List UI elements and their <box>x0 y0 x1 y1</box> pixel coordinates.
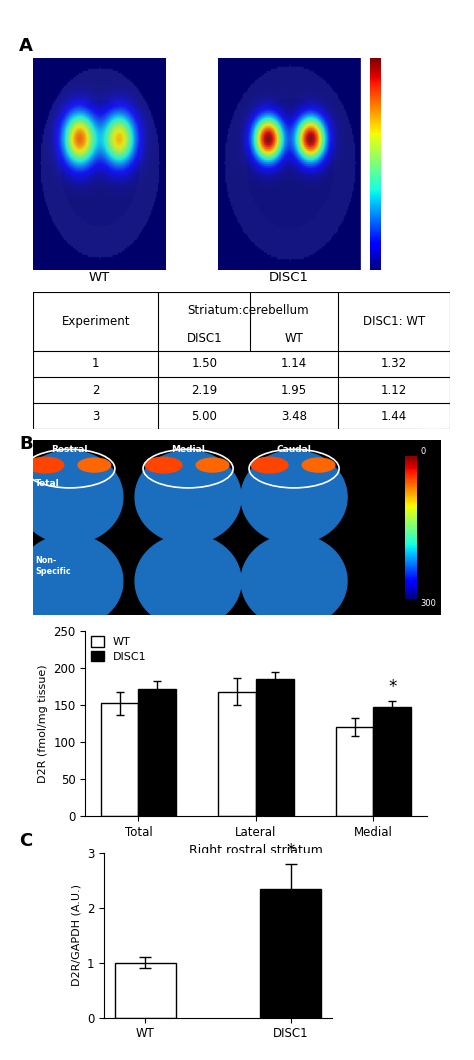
Circle shape <box>78 458 110 472</box>
Text: Medial: Medial <box>171 445 205 454</box>
Text: C: C <box>19 832 32 850</box>
Text: 1.95: 1.95 <box>281 384 307 396</box>
Text: 0: 0 <box>421 447 426 456</box>
Circle shape <box>251 457 288 473</box>
Text: 2: 2 <box>92 384 100 396</box>
Text: 1.14: 1.14 <box>281 357 307 370</box>
Text: 300: 300 <box>421 599 437 607</box>
Polygon shape <box>17 450 123 544</box>
Text: *: * <box>388 678 396 696</box>
Text: fmol/mg
tissue: fmol/mg tissue <box>421 414 453 435</box>
Bar <box>374 707 411 816</box>
Text: DISC1: WT: DISC1: WT <box>363 315 425 328</box>
Text: Striatum:cerebellum: Striatum:cerebellum <box>187 303 309 317</box>
Text: 3: 3 <box>92 410 100 423</box>
Text: Experiment: Experiment <box>62 315 130 328</box>
Text: Caudal: Caudal <box>277 445 311 454</box>
Bar <box>219 691 256 816</box>
Bar <box>101 704 138 816</box>
Text: 1.32: 1.32 <box>381 357 407 370</box>
Circle shape <box>145 457 182 473</box>
Legend: WT, DISC1: WT, DISC1 <box>91 636 147 661</box>
Text: *: * <box>287 842 295 860</box>
Bar <box>256 678 293 816</box>
Text: 2.19: 2.19 <box>191 384 217 396</box>
Text: 1.12: 1.12 <box>381 384 407 396</box>
Text: Total: Total <box>35 479 60 488</box>
Bar <box>260 889 321 1018</box>
Y-axis label: D2R (fmol/mg tissue): D2R (fmol/mg tissue) <box>38 665 48 782</box>
Polygon shape <box>135 534 241 628</box>
Text: 1.50: 1.50 <box>191 357 217 370</box>
Text: WT: WT <box>284 332 303 344</box>
Polygon shape <box>241 450 347 544</box>
Text: Non-
Specific: Non- Specific <box>35 555 71 576</box>
Bar <box>336 727 374 816</box>
Bar <box>115 962 176 1018</box>
Circle shape <box>196 458 229 472</box>
Text: 5.00: 5.00 <box>191 410 217 423</box>
Text: 1.44: 1.44 <box>381 410 407 423</box>
Polygon shape <box>241 534 347 628</box>
Text: 1: 1 <box>92 357 100 370</box>
Text: Rostral: Rostral <box>52 445 88 454</box>
Text: A: A <box>19 37 33 55</box>
Text: DISC1: DISC1 <box>269 271 309 284</box>
Text: DISC1: DISC1 <box>186 332 222 344</box>
Polygon shape <box>135 450 241 544</box>
Polygon shape <box>17 534 123 628</box>
Bar <box>138 689 176 816</box>
Y-axis label: D2R/GAPDH (A.U.): D2R/GAPDH (A.U.) <box>72 884 82 987</box>
Text: B: B <box>19 435 33 453</box>
Circle shape <box>302 458 335 472</box>
X-axis label: Right rostral striatum: Right rostral striatum <box>189 845 323 858</box>
Text: 3.48: 3.48 <box>281 410 307 423</box>
Text: WT: WT <box>89 271 110 284</box>
Circle shape <box>27 457 64 473</box>
